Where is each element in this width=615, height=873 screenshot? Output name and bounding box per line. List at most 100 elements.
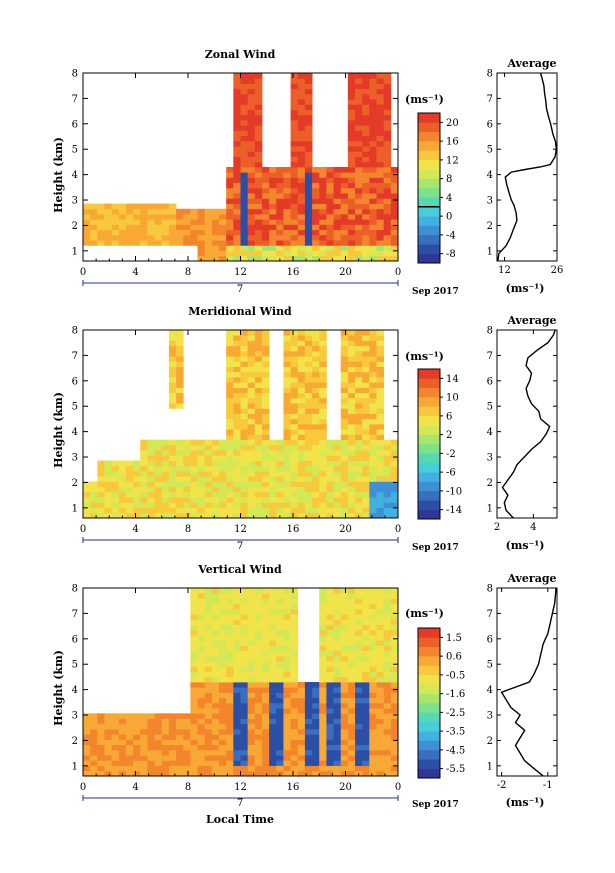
heatmap-cell [97, 229, 105, 236]
heatmap-cell [290, 83, 299, 90]
heatmap-cell [376, 345, 385, 352]
heatmap-cell [233, 73, 241, 79]
heatmap-cell [333, 497, 342, 503]
heatmap-cell [233, 770, 241, 777]
heatmap-cell [204, 214, 213, 220]
heatmap-cell [247, 140, 256, 147]
heatmap-cell [355, 135, 363, 142]
heatmap-cell [261, 497, 270, 503]
heatmap-cell [168, 765, 177, 772]
heatmap-cell [183, 450, 191, 456]
heatmap-cell [362, 219, 370, 225]
heatmap-cell [383, 661, 392, 667]
heatmap-cell [326, 512, 334, 519]
heatmap-cell [312, 729, 320, 735]
heatmap-cell [333, 650, 342, 657]
heatmap-cell [154, 491, 163, 498]
heatmap-cell [190, 502, 198, 508]
heatmap-cell [362, 491, 370, 498]
profile-y-tick-label: 7 [487, 609, 493, 620]
heatmap-cell [340, 624, 349, 631]
heatmap-cell [362, 224, 370, 231]
heatmap-cell [304, 444, 313, 451]
heatmap-cell [240, 486, 249, 493]
heatmap-cell [104, 203, 113, 210]
heatmap-cell [226, 371, 234, 378]
heatmap-cell [355, 465, 363, 472]
heatmap-cell [333, 593, 342, 599]
heatmap-cell [261, 723, 270, 730]
heatmap-cell [333, 224, 342, 231]
heatmap-cell [226, 366, 234, 373]
heatmap-cell [369, 729, 377, 735]
heatmap-cell [233, 645, 241, 652]
heatmap-cell [319, 234, 327, 241]
heatmap-cell [261, 650, 270, 657]
heatmap-cell [247, 219, 256, 225]
heatmap-cell [362, 245, 370, 251]
heatmap-cell [333, 619, 342, 625]
heatmap-cell [240, 245, 249, 251]
heatmap-cell [204, 629, 213, 636]
heatmap-cell [340, 770, 349, 777]
heatmap-cell [97, 234, 105, 241]
heatmap-cell [290, 687, 299, 693]
heatmap-cell [290, 93, 299, 100]
heatmap-cell [283, 198, 292, 204]
heatmap-cell [90, 229, 98, 236]
colorbar-segment [418, 472, 440, 482]
heatmap-cell [197, 219, 206, 225]
heatmap-cell [154, 439, 163, 446]
heatmap-cell [118, 744, 127, 751]
heatmap-cell [254, 340, 263, 347]
heatmap-cell [369, 655, 377, 662]
heatmap-cell [390, 439, 399, 446]
heatmap-cell [369, 135, 377, 142]
profile-y-tick-label: 2 [487, 221, 493, 232]
heatmap-cell [233, 99, 241, 105]
heatmap-cell [204, 666, 213, 672]
heatmap-cell [219, 697, 227, 704]
heatmap-cell [111, 729, 120, 735]
heatmap-cell [147, 502, 155, 508]
heatmap-cell [369, 345, 377, 352]
heatmap-cell [376, 671, 385, 678]
heatmap-cell [319, 723, 327, 730]
heatmap-cell [333, 671, 342, 678]
profile-line [497, 72, 558, 262]
heatmap-cell [176, 403, 184, 409]
heatmap-cell [290, 598, 299, 605]
heatmap-cell [219, 455, 227, 461]
heatmap-cell [283, 666, 292, 672]
heatmap-cell [290, 614, 299, 620]
heatmap-cell [383, 507, 392, 514]
heatmap-cell [362, 73, 370, 79]
heatmap-cell [261, 481, 270, 488]
profile-x-tick-label: -1 [543, 780, 553, 791]
heatmap-cell [233, 687, 241, 693]
x-tick-label: 20 [339, 782, 352, 793]
heatmap-cell [233, 729, 241, 735]
heatmap-cell [247, 491, 256, 498]
heatmap-cell [254, 434, 263, 441]
heatmap-cell [269, 588, 277, 594]
heatmap-cell [133, 734, 141, 740]
heatmap-cell [319, 361, 327, 367]
heatmap-cell [97, 512, 105, 519]
heatmap-cell [190, 755, 198, 761]
heatmap-cell [97, 718, 105, 725]
heatmap-cell [312, 377, 320, 383]
colorbar-segment [418, 637, 440, 648]
heatmap-cell [176, 335, 184, 341]
heatmap-cell [147, 455, 155, 461]
heatmap-cell [355, 718, 363, 725]
heatmap-cell [219, 593, 227, 599]
heatmap-cell [240, 392, 249, 399]
heatmap-cell [240, 629, 249, 636]
heatmap-cell [355, 397, 363, 404]
heatmap-cell [369, 734, 377, 740]
heatmap-cell [304, 718, 313, 725]
heatmap-cell [362, 429, 370, 435]
heatmap-cell [261, 418, 270, 425]
heatmap-cell [240, 424, 249, 430]
